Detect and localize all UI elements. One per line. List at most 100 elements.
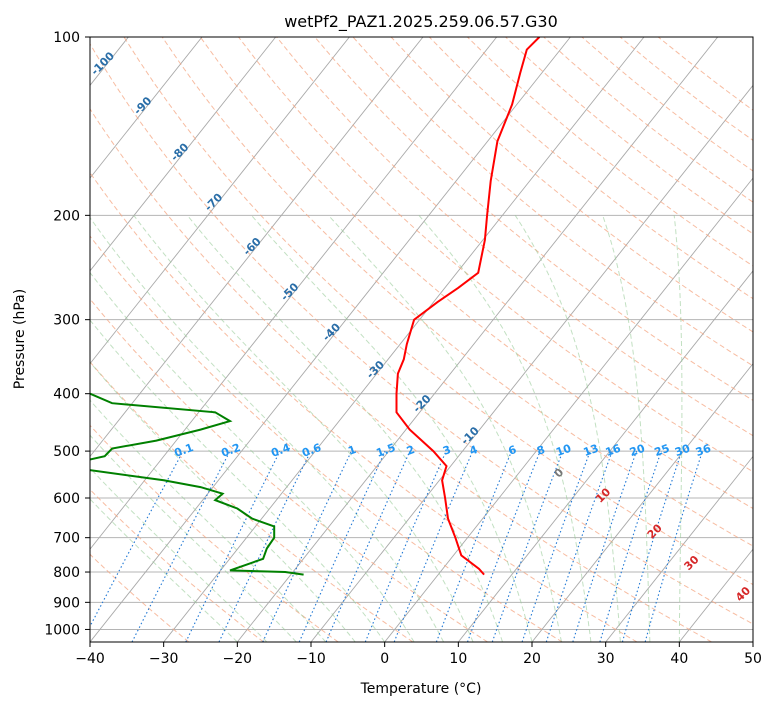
isotherm-line bbox=[90, 37, 350, 365]
y-tick-label: 600 bbox=[53, 491, 80, 507]
mixing-ratio-label: 16 bbox=[604, 442, 623, 460]
x-tick-label: 30 bbox=[597, 651, 615, 667]
dry-adiabat bbox=[90, 42, 753, 625]
isotherm-line bbox=[384, 177, 753, 642]
mixing-ratio-line bbox=[621, 450, 683, 642]
isotherm-line bbox=[90, 37, 203, 179]
mixing-ratio-label: 25 bbox=[653, 442, 672, 459]
x-tick-label: −10 bbox=[296, 651, 326, 667]
y-tick-label: 700 bbox=[53, 531, 80, 547]
moist-adiabat bbox=[90, 498, 238, 642]
mixing-ratio-line bbox=[325, 450, 411, 642]
moist-adiabat bbox=[418, 214, 592, 642]
mixing-ratio-label: 30 bbox=[673, 442, 692, 460]
x-tick-label: −20 bbox=[223, 651, 253, 667]
mixing-ratio-label: 8 bbox=[535, 443, 547, 458]
isotherm-line bbox=[457, 270, 753, 642]
dry-adiabat bbox=[467, 37, 753, 267]
background-lines bbox=[90, 37, 753, 642]
mixing-ratio-label: 1 bbox=[346, 443, 358, 458]
mixing-ratio-line bbox=[298, 450, 386, 642]
mixing-ratio-label: 13 bbox=[582, 442, 601, 459]
mixing-ratio-line bbox=[572, 450, 638, 642]
isotherm-label: -40 bbox=[320, 320, 343, 343]
mixing-ratio-label: 0.2 bbox=[219, 441, 242, 460]
mixing-ratio-line bbox=[131, 450, 231, 642]
isotherm-line bbox=[605, 455, 753, 642]
moist-adiabat bbox=[514, 215, 621, 642]
moist-adiabat bbox=[186, 214, 503, 642]
mixing-ratio-label: 10 bbox=[554, 442, 573, 460]
moist-adiabat bbox=[328, 214, 562, 642]
isotherm-label: -90 bbox=[131, 94, 154, 117]
dry-adiabat bbox=[199, 37, 753, 510]
mixing-ratio-line bbox=[262, 450, 352, 642]
dry-adiabat bbox=[90, 171, 638, 642]
mixing-ratio-label: 2 bbox=[405, 443, 417, 458]
mixing-ratio-line bbox=[466, 450, 541, 642]
moist-adiabat bbox=[90, 399, 327, 642]
mixing-ratio-line bbox=[644, 450, 704, 642]
mixing-ratio-label: 4 bbox=[468, 443, 480, 458]
moist-adiabat bbox=[133, 214, 474, 642]
isotherm-label: -10 bbox=[459, 424, 482, 447]
mixing-ratio-line bbox=[185, 450, 281, 642]
mixing-ratio-line bbox=[545, 450, 613, 642]
moist-adiabat bbox=[602, 215, 651, 642]
isotherm-line bbox=[310, 84, 753, 642]
mixing-ratio-label: 0.6 bbox=[300, 441, 323, 460]
mixing-ratio-line bbox=[491, 450, 564, 642]
moist-adiabat bbox=[90, 361, 356, 642]
y-tick-label: 300 bbox=[53, 313, 80, 329]
mixing-ratio-line bbox=[393, 450, 474, 642]
moist-adiabat-label: 20 bbox=[645, 521, 665, 541]
moist-adiabat-label: 10 bbox=[593, 485, 613, 505]
isotherm-line bbox=[236, 37, 719, 642]
profile-line bbox=[90, 392, 304, 576]
y-tick-label: 800 bbox=[53, 565, 80, 581]
dry-adiabat bbox=[428, 37, 753, 300]
mixing-ratio-label: 0.1 bbox=[173, 441, 196, 460]
y-tick-label: 400 bbox=[53, 387, 80, 403]
dry-adiabat bbox=[161, 37, 753, 547]
isotherm-label: -100 bbox=[88, 49, 117, 78]
mixing-ratio-line bbox=[435, 450, 513, 642]
mixing-ratio-line bbox=[90, 450, 184, 628]
y-axis: 100 200 300 400 500 600 700 800 900 1000 bbox=[44, 30, 90, 638]
dry-adiabat bbox=[543, 37, 753, 203]
isotherm-label: -30 bbox=[364, 358, 387, 381]
moist-adiabat bbox=[90, 216, 445, 642]
dry-adiabat bbox=[581, 37, 753, 172]
mixing-ratio-line bbox=[364, 450, 447, 642]
dry-adiabat bbox=[90, 108, 712, 642]
isotherm-line bbox=[531, 362, 753, 642]
mixing-ratio-label: 1.5 bbox=[375, 441, 398, 460]
dry-adiabat bbox=[90, 424, 339, 642]
isotherm-line bbox=[90, 37, 571, 642]
dry-adiabat bbox=[238, 37, 753, 473]
y-tick-label: 100 bbox=[53, 30, 80, 46]
isotherm-line bbox=[90, 37, 277, 272]
isotherm-label: -50 bbox=[278, 280, 301, 303]
dry-adiabat bbox=[276, 37, 753, 437]
chart-title: wetPf2_PAZ1.2025.259.06.57.G30 bbox=[284, 12, 558, 32]
mixing-ratio-label: 0.4 bbox=[269, 441, 292, 460]
dry-adiabat bbox=[390, 37, 753, 333]
mixing-ratio-line bbox=[218, 450, 312, 642]
x-axis: −40 −30 −20 −10 0 10 20 30 40 50 bbox=[75, 642, 762, 667]
isotherm-label: -70 bbox=[202, 190, 225, 213]
mixing-ratio-line bbox=[521, 450, 591, 642]
mixing-ratio-label: 20 bbox=[628, 442, 647, 460]
dry-adiabat bbox=[90, 553, 190, 642]
moist-adiabat bbox=[90, 434, 297, 642]
y-tick-label: 200 bbox=[53, 208, 80, 224]
x-tick-label: 20 bbox=[523, 651, 541, 667]
y-axis-label: Pressure (hPa) bbox=[12, 289, 28, 389]
mixing-ratio-label: 36 bbox=[694, 442, 713, 460]
x-tick-label: 0 bbox=[380, 651, 389, 667]
y-tick-label: 1000 bbox=[44, 622, 80, 638]
moist-adiabat bbox=[90, 319, 386, 642]
x-tick-label: 50 bbox=[744, 651, 762, 667]
mixing-ratio-label: 3 bbox=[441, 443, 453, 458]
